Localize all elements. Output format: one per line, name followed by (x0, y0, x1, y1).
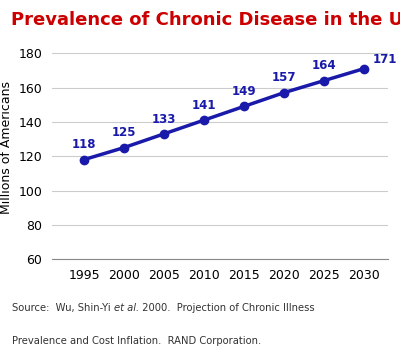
Text: 141: 141 (192, 99, 216, 112)
Y-axis label: Millions of Americans: Millions of Americans (0, 81, 13, 214)
Text: 171: 171 (372, 53, 397, 66)
Text: 157: 157 (272, 71, 296, 84)
Text: et al.: et al. (114, 303, 139, 313)
Text: 125: 125 (112, 126, 136, 139)
Text: 118: 118 (72, 138, 96, 151)
Title: Prevalence of Chronic Disease in the U.S.: Prevalence of Chronic Disease in the U.S… (10, 11, 400, 29)
Text: 133: 133 (152, 113, 176, 126)
Text: 149: 149 (232, 85, 256, 98)
Text: 2000.  Projection of Chronic Illness: 2000. Projection of Chronic Illness (139, 303, 314, 313)
Text: 164: 164 (312, 59, 336, 72)
Text: Prevalence and Cost Inflation.  RAND Corporation.: Prevalence and Cost Inflation. RAND Corp… (12, 336, 261, 346)
Text: Source:  Wu, Shin-Yi: Source: Wu, Shin-Yi (12, 303, 114, 313)
